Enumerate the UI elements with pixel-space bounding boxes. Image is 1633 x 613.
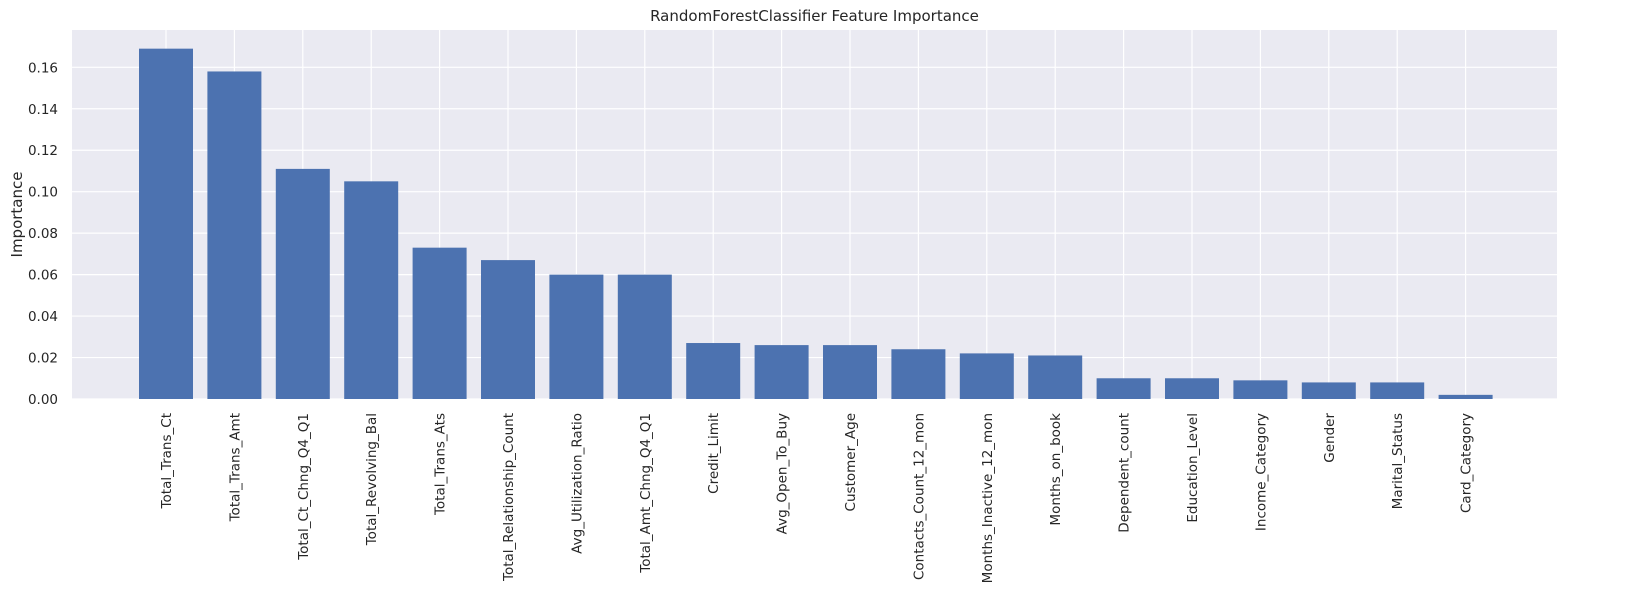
bar-total-amt-chng-q4-q1 xyxy=(617,274,672,399)
x-tick-label: Total_Revolving_Bal xyxy=(364,413,380,546)
bar-total-trans-ct xyxy=(139,48,193,400)
bar-months-inactive-12-mon xyxy=(959,353,1014,399)
y-axis-label: Importance xyxy=(8,172,26,258)
bar-total-relationship-count xyxy=(481,260,535,399)
bars-group xyxy=(139,48,1493,400)
bar-total-ct-chng-q4-q1 xyxy=(275,168,330,399)
x-tick-label: Months_Inactive_12_mon xyxy=(980,413,996,583)
x-tick-label: Contacts_Count_12_mon xyxy=(911,413,927,580)
y-tick-label: 0.04 xyxy=(28,309,58,325)
bar-months-on-book xyxy=(1028,355,1083,399)
y-tick-label: 0.02 xyxy=(28,351,58,367)
x-tick-label: Total_Amt_Chng_Q4_Q1 xyxy=(638,413,654,574)
x-tick-label: Customer_Age xyxy=(843,413,859,511)
x-tick-label: Income_Category xyxy=(1253,413,1269,531)
x-tick-label: Gender xyxy=(1322,413,1338,463)
bar-total-revolving-bal xyxy=(344,181,399,399)
bar-income-category xyxy=(1233,380,1288,399)
x-tick-label: Total_Trans_Amt xyxy=(227,413,243,522)
x-tick-label: Card_Category xyxy=(1459,413,1475,513)
bar-total-trans-ats xyxy=(412,247,467,399)
x-tick-label: Total_Trans_Ct xyxy=(159,413,175,509)
bar-total-trans-amt xyxy=(207,71,262,400)
x-tick-label: Credit_Limit xyxy=(706,413,722,494)
y-tick-labels: 0.00 0.02 0.04 0.06 0.08 0.10 0.12 0.14 0.16 xyxy=(28,60,58,408)
bar-marital-status xyxy=(1370,382,1425,399)
bar-dependent-count xyxy=(1096,378,1151,399)
bar-avg-utilization-ratio xyxy=(549,274,604,399)
chart-title: RandomForestClassifier Feature Importanc… xyxy=(650,7,979,25)
bar-gender xyxy=(1301,382,1356,399)
x-tick-label: Avg_Utilization_Ratio xyxy=(569,413,585,554)
x-tick-label: Months_on_book xyxy=(1048,413,1064,526)
x-tick-label: Total_Trans_Ats xyxy=(433,413,449,516)
x-tick-label: Marital_Status xyxy=(1390,413,1406,509)
y-tick-label: 0.06 xyxy=(28,268,58,284)
y-tick-label: 0.12 xyxy=(28,143,58,159)
bar-education-level xyxy=(1165,378,1219,399)
y-tick-label: 0.10 xyxy=(28,185,58,201)
bar-avg-open-to-buy xyxy=(754,345,809,399)
bar-customer-age xyxy=(823,345,877,399)
bar-card-category xyxy=(1438,394,1493,399)
y-tick-label: 0.16 xyxy=(28,60,58,76)
x-tick-label: Dependent_count xyxy=(1117,413,1133,533)
x-tick-label: Education_Level xyxy=(1185,413,1201,523)
x-tick-label: Total_Relationship_Count xyxy=(501,413,517,582)
y-tick-label: 0.08 xyxy=(28,226,58,242)
x-tick-labels: Total_Trans_Ct Total_Trans_Amt Total_Ct_Ch… xyxy=(159,413,1475,584)
y-tick-label: 0.00 xyxy=(28,392,58,408)
x-tick-label: Total_Ct_Chng_Q4_Q1 xyxy=(296,413,312,561)
bar-contacts-count-12-mon xyxy=(891,349,946,399)
bar-credit-limit xyxy=(686,343,741,399)
y-tick-label: 0.14 xyxy=(28,102,58,118)
x-tick-label: Avg_Open_To_Buy xyxy=(775,413,791,534)
